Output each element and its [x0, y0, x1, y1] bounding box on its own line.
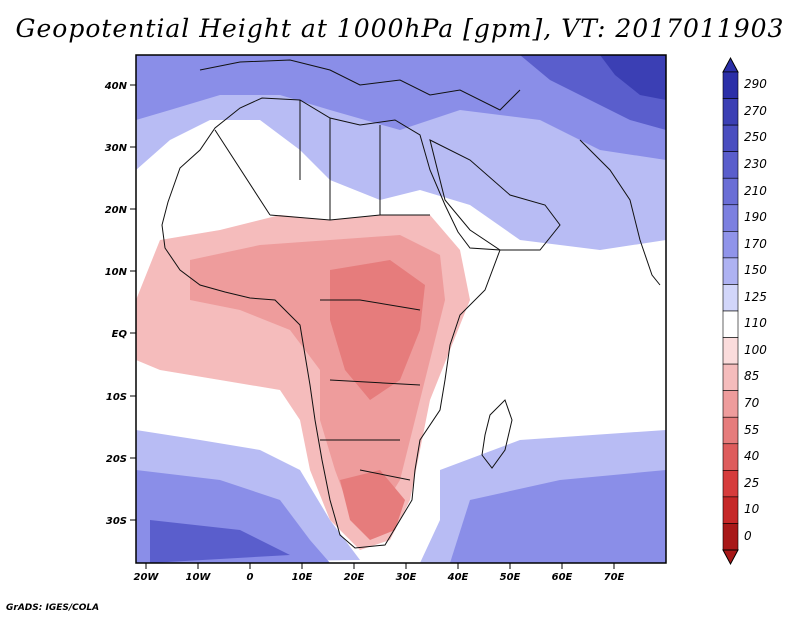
colorbar-swatch: [722, 363, 739, 391]
colorbar-swatch: [722, 416, 739, 445]
colorbar-label: 85: [744, 369, 760, 384]
colorbar-swatch: [722, 98, 739, 126]
north-high-core: [136, 55, 666, 160]
lat-tick-label: 10S: [106, 392, 127, 403]
lon-tick-label: 50E: [500, 572, 521, 583]
footer-credit: GrADS: IGES/COLA: [6, 603, 100, 613]
map-frame: [135, 54, 667, 564]
lat-tick-label: 20N: [105, 205, 128, 216]
colorbar-label: 70: [744, 395, 760, 410]
colorbar-label: 125: [744, 289, 767, 304]
south-high-deep: [150, 520, 290, 563]
lon-tick-label: 10W: [186, 572, 212, 583]
inner-borders: [214, 100, 430, 481]
colorbar-swatch: [722, 71, 739, 99]
colorbar-swatch: [722, 231, 739, 259]
lon-tick-label: 40E: [447, 572, 469, 583]
colorbar-label: 40: [744, 449, 760, 464]
lon-tick-label: 0: [247, 572, 254, 583]
colorbar-label: 110: [744, 316, 767, 331]
africa-coastline: [161, 97, 501, 549]
colorbar-label: 290: [744, 77, 767, 92]
north-high-asia-core: [600, 55, 666, 100]
colorbar-swatch: [722, 310, 739, 338]
lon-axis: [145, 563, 615, 569]
arabian-peninsula: [429, 139, 561, 251]
africa-low-deep: [330, 260, 425, 400]
colorbar-swatch: [722, 257, 739, 285]
lon-tick-label: 70E: [604, 572, 625, 583]
colorbar-label: 0: [744, 528, 752, 543]
lat-tick-label: 20S: [106, 454, 127, 465]
colorbar-label: 230: [744, 156, 767, 171]
colorbar-swatch: [722, 204, 739, 232]
south-indian-core: [450, 470, 666, 563]
colorbar-swatch: [722, 177, 739, 206]
colorbar-label: 100: [744, 342, 767, 357]
southern-africa-low: [340, 470, 405, 540]
colorbar-label: 210: [744, 183, 767, 198]
madagascar: [481, 399, 513, 469]
lat-tick-label: 30S: [106, 516, 127, 527]
colorbar-label: 150: [744, 263, 767, 278]
colorbar-label: 55: [744, 422, 760, 437]
colorbar-label: 10: [744, 502, 760, 517]
lat-axis: [130, 84, 136, 521]
colorbar-swatch: [722, 470, 739, 498]
india-coast: [579, 139, 661, 286]
lon-tick-label: 20W: [134, 572, 160, 583]
colorbar-swatch: [722, 523, 739, 551]
lat-tick-label: 30N: [105, 143, 128, 154]
colorbar-bottom-arrow: [722, 549, 739, 566]
colorbar-label: 190: [744, 210, 767, 225]
colorbar-swatch: [722, 443, 739, 471]
colorbar-swatch: [722, 124, 739, 152]
lon-tick-label: 60E: [552, 572, 573, 583]
colorbar-swatch: [722, 284, 739, 312]
lon-tick-label: 10E: [292, 572, 313, 583]
colorbar-swatch: [722, 496, 739, 524]
colorbar-label: 25: [744, 475, 760, 490]
colorbar: [722, 56, 739, 566]
lat-tick-label: 10N: [105, 267, 128, 278]
europe-coast: [199, 59, 521, 111]
colorbar-label: 250: [744, 130, 767, 145]
colorbar-label: 270: [744, 103, 767, 118]
colorbar-top-arrow: [722, 56, 739, 73]
lat-tick-label: EQ: [112, 329, 128, 340]
chart-title: Geopotential Height at 1000hPa [gpm], VT…: [15, 14, 785, 43]
lon-tick-label: 20E: [344, 572, 365, 583]
lon-tick-label: 30E: [396, 572, 417, 583]
colorbar-label: 170: [744, 236, 767, 251]
lat-tick-label: 40N: [104, 81, 128, 92]
colorbar-swatch: [722, 151, 739, 179]
colorbar-swatch: [722, 390, 739, 418]
colorbar-swatch: [722, 337, 739, 365]
